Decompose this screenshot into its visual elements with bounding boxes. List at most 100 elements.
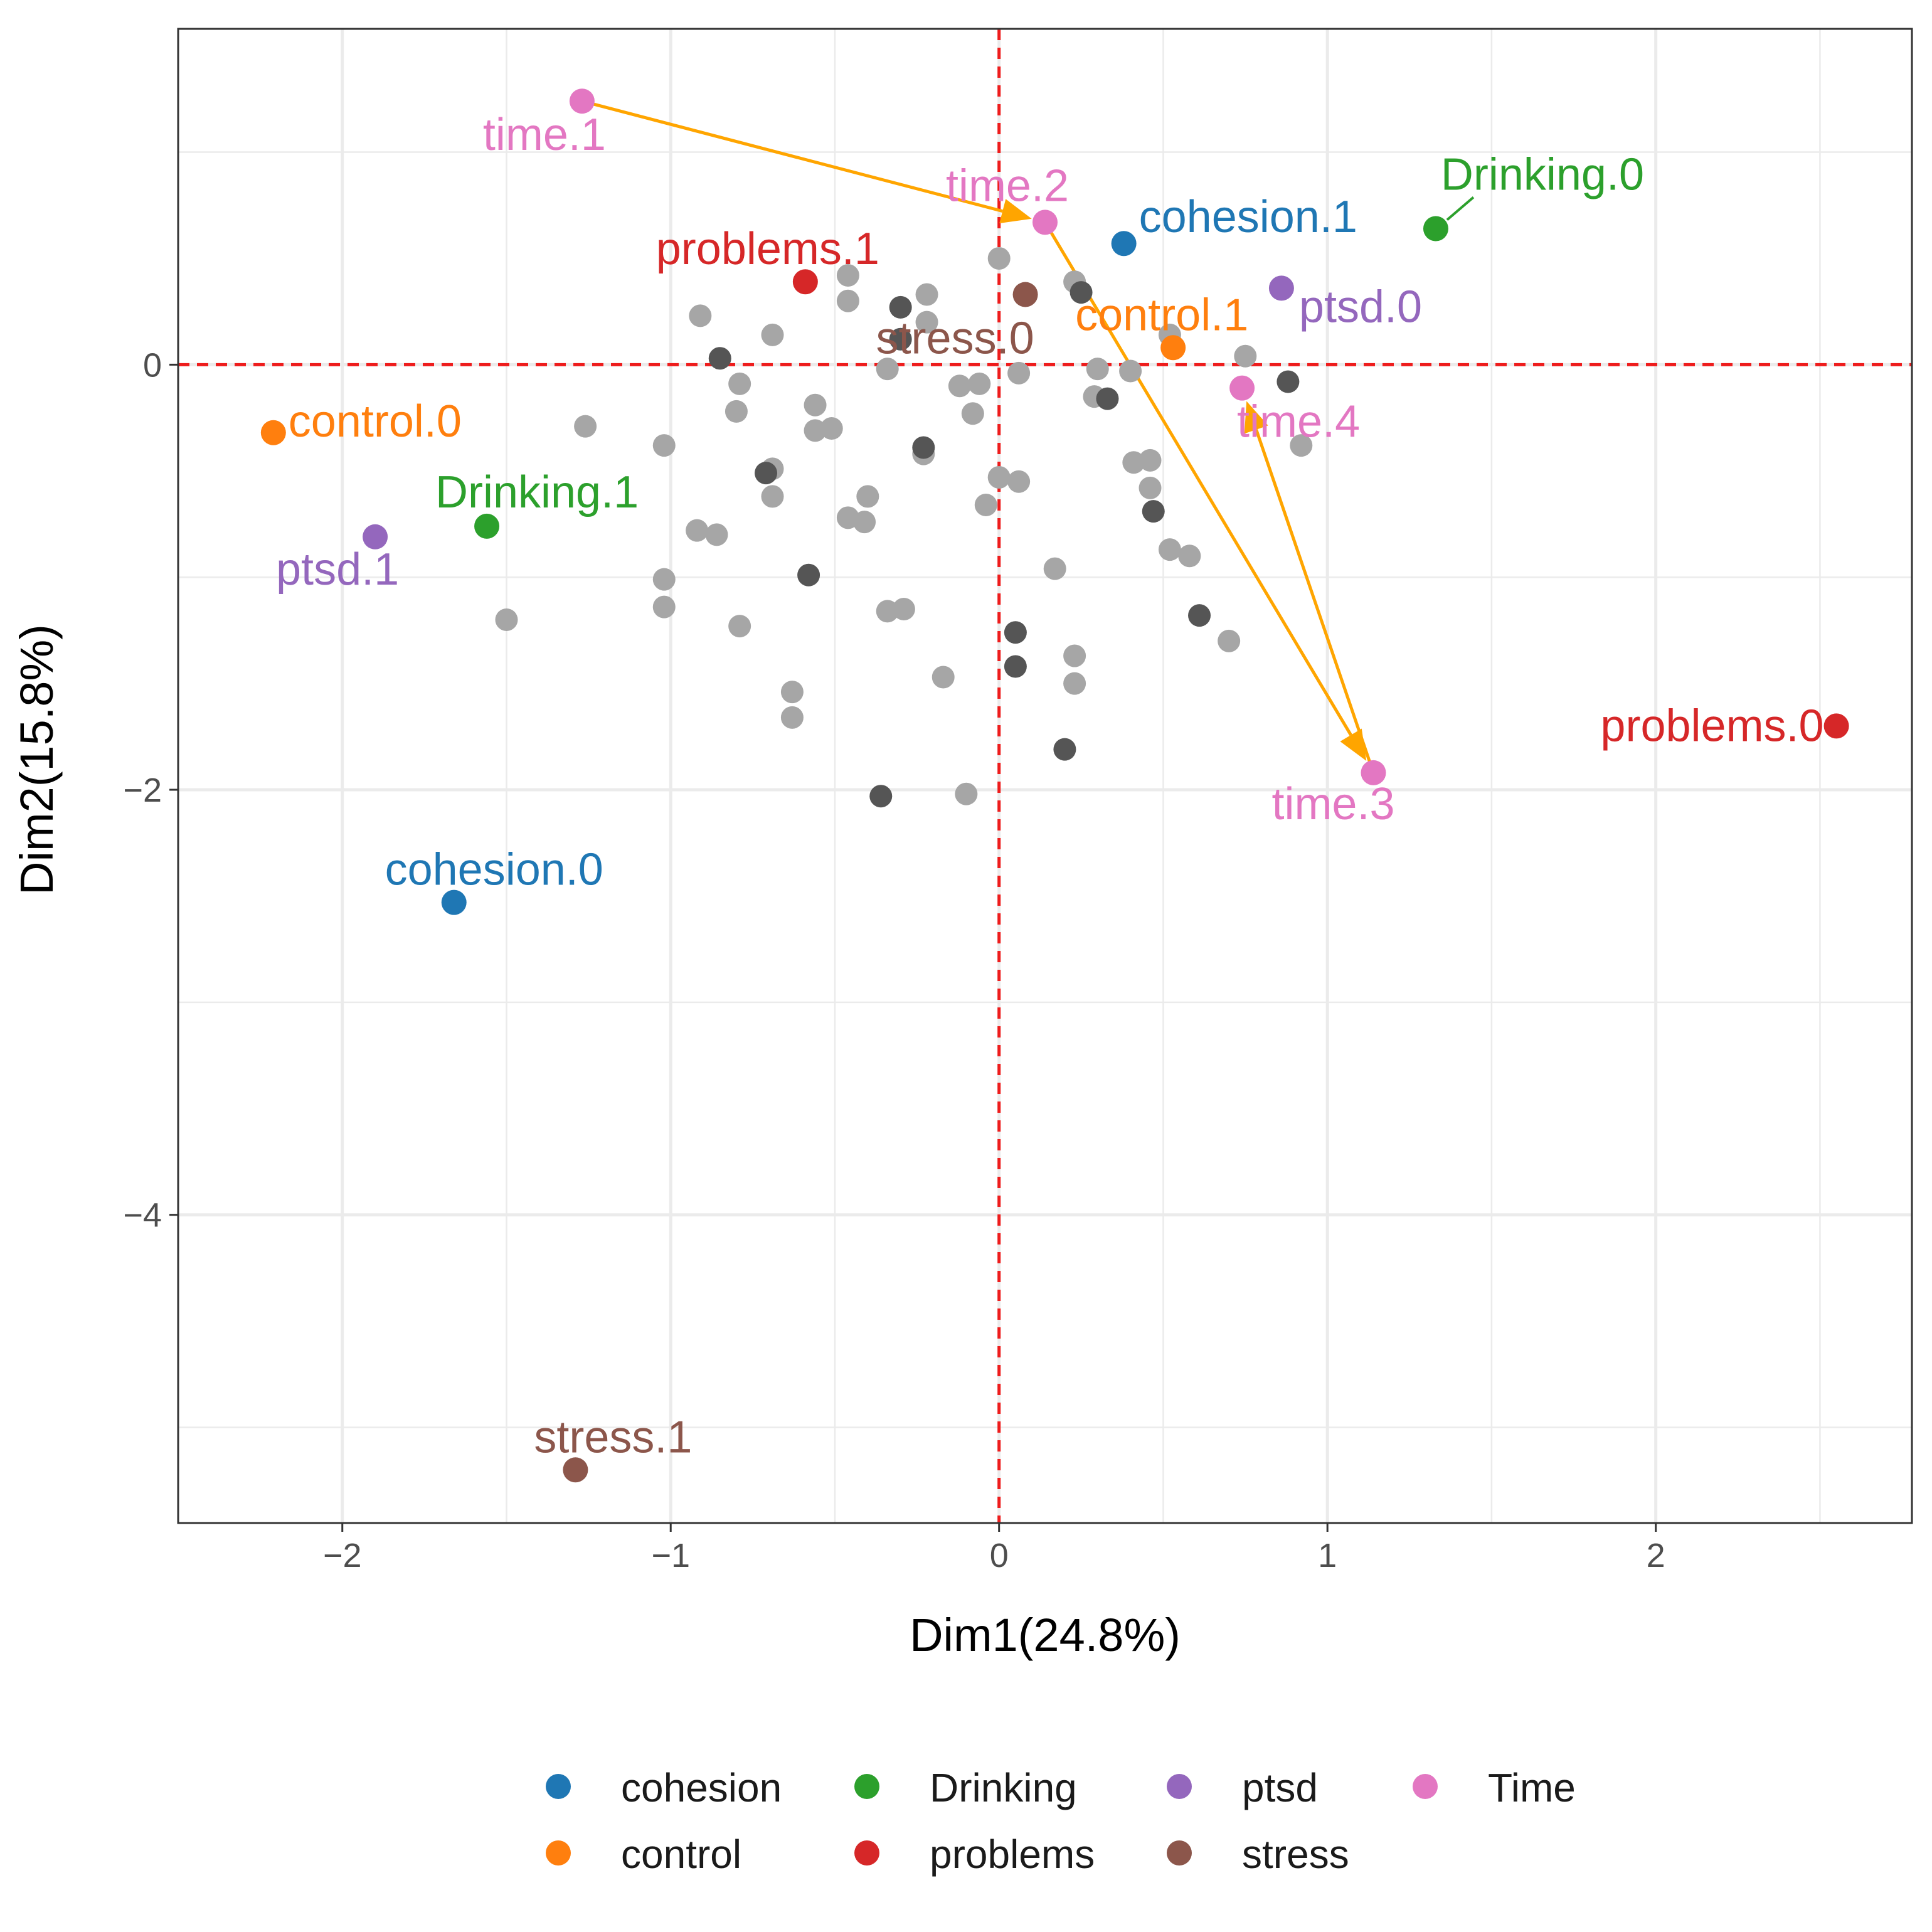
individual-point bbox=[987, 465, 1011, 489]
category-point bbox=[792, 269, 818, 295]
individual-point bbox=[652, 595, 676, 618]
legend-key bbox=[1413, 1774, 1438, 1799]
category-label: Drinking.0 bbox=[1441, 150, 1644, 200]
individual-point bbox=[1138, 476, 1162, 499]
individual-point-dark bbox=[869, 785, 893, 808]
individual-point bbox=[780, 681, 804, 704]
category-point bbox=[1229, 375, 1255, 401]
legend-key bbox=[1167, 1840, 1192, 1866]
category-label: cohesion.0 bbox=[385, 845, 603, 895]
category-point bbox=[474, 513, 500, 539]
y-tick-label: 0 bbox=[143, 346, 162, 384]
individual-point bbox=[932, 666, 955, 689]
individual-point bbox=[652, 434, 676, 457]
individual-point bbox=[728, 372, 751, 395]
individual-point bbox=[1007, 470, 1031, 493]
legend-label: control bbox=[621, 1832, 741, 1877]
individual-point-dark bbox=[1142, 500, 1165, 523]
individual-point bbox=[1234, 344, 1257, 368]
category-label: stress.1 bbox=[534, 1412, 692, 1462]
individual-point bbox=[968, 372, 991, 395]
individual-point bbox=[987, 247, 1011, 270]
individual-point-dark bbox=[1276, 370, 1300, 393]
x-tick-label: −1 bbox=[651, 1537, 690, 1574]
y-axis-title: Dim2(15.8%) bbox=[11, 624, 63, 895]
individual-point-dark bbox=[1053, 738, 1076, 761]
axis-ticks: −2 −1 0 1 2 0 −2 −4 bbox=[123, 346, 1665, 1574]
individual-point-dark bbox=[797, 563, 820, 586]
individual-point bbox=[761, 323, 784, 346]
x-tick-label: 0 bbox=[990, 1537, 1009, 1574]
category-label: problems.0 bbox=[1600, 701, 1823, 751]
individual-point bbox=[1218, 629, 1241, 652]
x-tick-label: −2 bbox=[323, 1537, 362, 1574]
individual-point bbox=[856, 485, 879, 508]
category-point bbox=[1160, 335, 1186, 361]
individual-point bbox=[961, 402, 984, 425]
individual-point bbox=[1007, 361, 1031, 385]
category-label: time.1 bbox=[483, 110, 606, 160]
x-axis-title: Dim1(24.8%) bbox=[910, 1609, 1181, 1661]
plot-panel-border bbox=[177, 28, 1913, 1524]
category-point bbox=[1361, 760, 1386, 785]
category-label: time.3 bbox=[1271, 779, 1394, 829]
category-label: time.4 bbox=[1237, 397, 1360, 447]
category-label: control.0 bbox=[289, 396, 462, 447]
category-point bbox=[1111, 231, 1137, 257]
category-point bbox=[1012, 282, 1038, 307]
individual-point bbox=[836, 289, 859, 312]
individual-point bbox=[915, 283, 938, 306]
individual-point bbox=[686, 519, 709, 542]
x-tick-label: 2 bbox=[1647, 1537, 1665, 1574]
individual-point bbox=[724, 400, 748, 423]
individual-point bbox=[876, 600, 899, 623]
legend-key bbox=[854, 1774, 879, 1799]
individual-point bbox=[1158, 538, 1181, 561]
category-label: stress.0 bbox=[876, 314, 1034, 364]
individual-point bbox=[652, 568, 676, 591]
individual-point bbox=[836, 264, 859, 287]
individual-point bbox=[1119, 359, 1142, 383]
individual-point-dark bbox=[889, 327, 912, 351]
trajectory-segment bbox=[581, 99, 1003, 213]
individual-point bbox=[974, 493, 997, 516]
category-point bbox=[569, 88, 595, 114]
legend-label: Drinking bbox=[930, 1765, 1077, 1810]
legend: cohesion control Drinking problems ptsd stres… bbox=[546, 1765, 1576, 1877]
individual-point bbox=[948, 374, 971, 398]
individual-point bbox=[804, 419, 827, 442]
legend-label: ptsd bbox=[1242, 1765, 1318, 1810]
category-label: control.1 bbox=[1075, 290, 1248, 340]
individual-points bbox=[495, 247, 1313, 808]
legend-key bbox=[1167, 1774, 1192, 1799]
reference-lines bbox=[178, 29, 1912, 1523]
y-tick-label: −2 bbox=[123, 772, 162, 809]
individual-point bbox=[1122, 451, 1145, 474]
grid-lines bbox=[177, 29, 1912, 1523]
individual-point bbox=[1086, 358, 1109, 381]
individual-point bbox=[1063, 644, 1086, 667]
individual-point bbox=[761, 485, 784, 508]
individual-point-dark bbox=[889, 295, 912, 319]
trajectory-arrowhead bbox=[999, 199, 1032, 223]
category-label: time.2 bbox=[946, 161, 1069, 211]
individual-point-dark bbox=[1096, 387, 1119, 410]
category-point bbox=[260, 420, 286, 445]
individual-point bbox=[915, 310, 938, 334]
individual-point-dark bbox=[755, 462, 778, 485]
category-point bbox=[1823, 713, 1849, 739]
legend-key bbox=[546, 1774, 571, 1799]
individual-point bbox=[892, 598, 915, 621]
category-label: ptsd.0 bbox=[1299, 282, 1422, 332]
individual-point bbox=[689, 304, 712, 327]
legend-label: Time bbox=[1488, 1765, 1576, 1810]
category-point bbox=[563, 1457, 588, 1483]
individual-point bbox=[1138, 449, 1162, 472]
legend-label: problems bbox=[930, 1832, 1095, 1877]
individual-point bbox=[1043, 557, 1066, 580]
category-labels: time.1 time.2 time.3 time.4 cohesion.1 cohesi… bbox=[276, 110, 1824, 1462]
individual-point-dark bbox=[912, 436, 935, 459]
individual-point bbox=[1063, 672, 1086, 695]
category-label: cohesion.1 bbox=[1139, 192, 1357, 242]
